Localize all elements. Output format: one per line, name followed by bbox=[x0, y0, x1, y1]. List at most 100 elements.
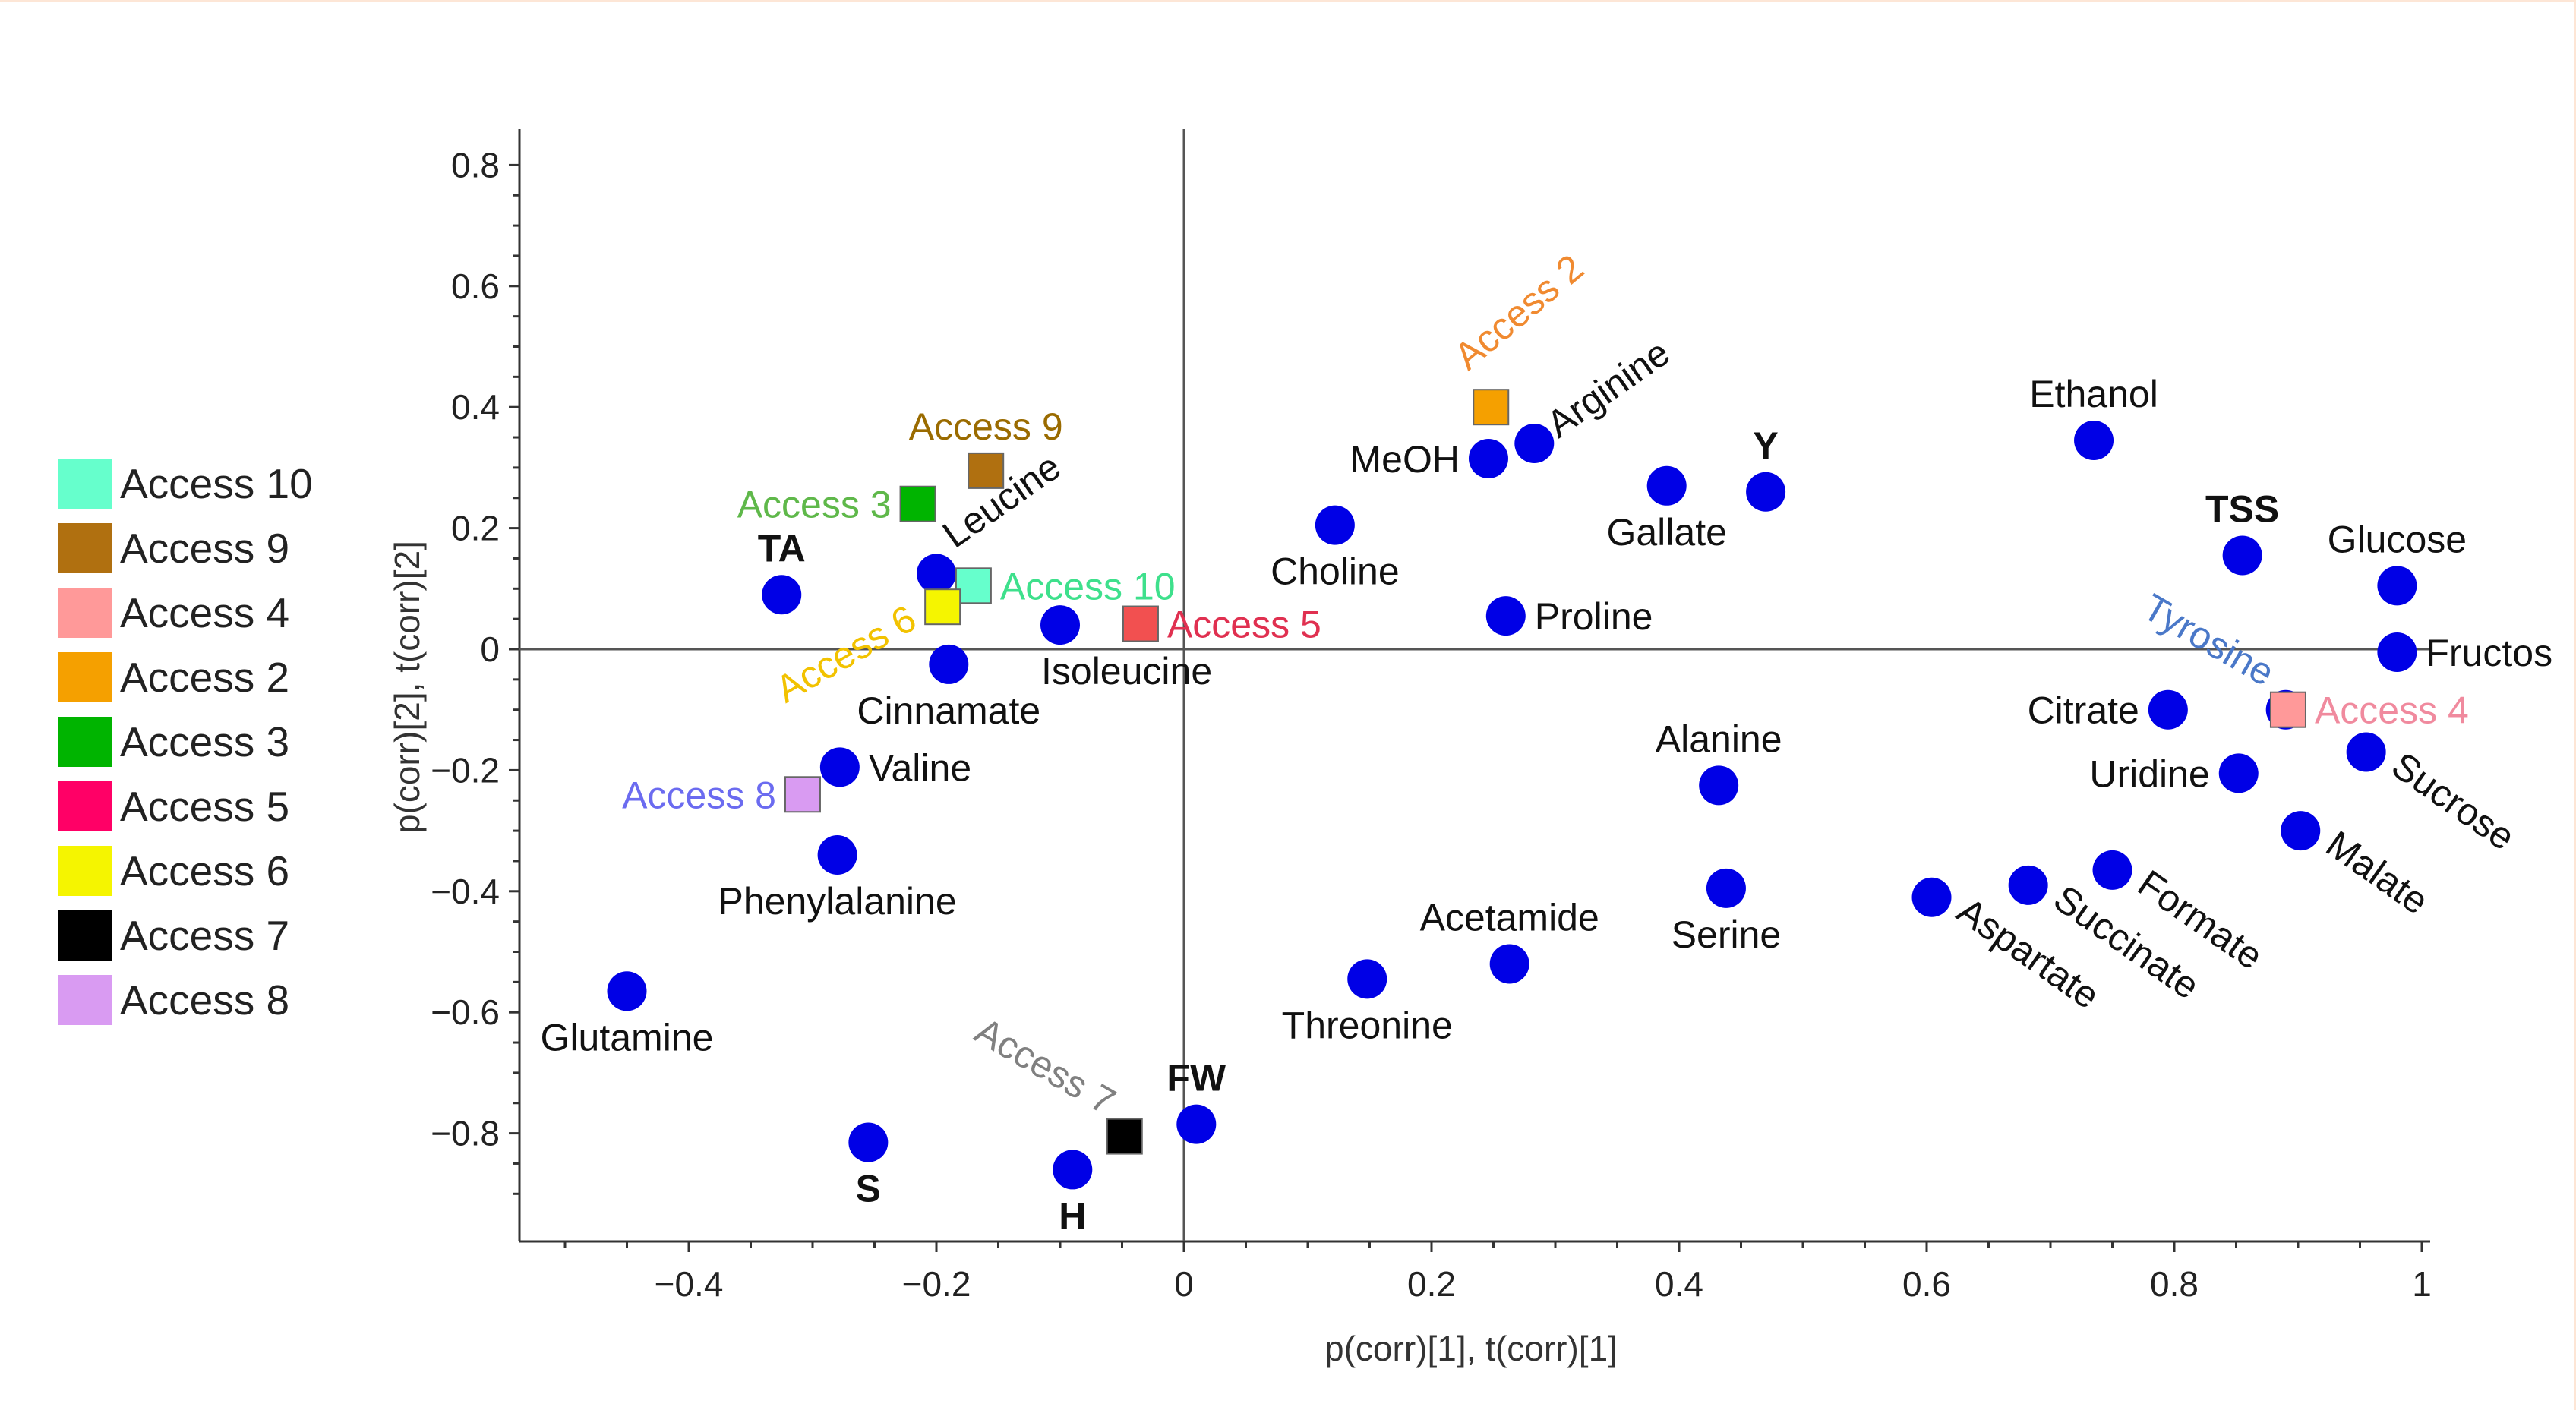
variable-point bbox=[2092, 850, 2132, 890]
observation-marker bbox=[1106, 1118, 1143, 1155]
variable-label: Fructos bbox=[2426, 632, 2552, 674]
variable-label: Gallate bbox=[1606, 511, 1726, 554]
y-axis-title: p(corr)[2], t(corr)[2] bbox=[387, 541, 427, 834]
y-tick-label: 0.4 bbox=[451, 387, 500, 427]
variable-point bbox=[607, 971, 647, 1011]
x-tick-label: 0.8 bbox=[2150, 1264, 2199, 1304]
variable-point bbox=[1699, 765, 1739, 806]
variable-label: Uridine bbox=[2089, 752, 2209, 795]
observation-label: Access 3 bbox=[737, 484, 892, 526]
variable-label: S bbox=[856, 1168, 881, 1210]
variable-label: Malate bbox=[2319, 822, 2436, 923]
variable-point bbox=[2346, 732, 2386, 772]
legend-swatch bbox=[58, 975, 112, 1025]
observation-marker bbox=[968, 452, 1005, 489]
variable-label: Serine bbox=[1672, 913, 1782, 956]
x-tick-label: 0.2 bbox=[1407, 1264, 1456, 1304]
variable-label: MeOH bbox=[1350, 438, 1460, 481]
legend-label: Access 10 bbox=[120, 460, 313, 507]
variable-label: Choline bbox=[1271, 550, 1400, 593]
legend-label: Access 2 bbox=[120, 654, 290, 701]
legend-label: Access 4 bbox=[120, 589, 290, 636]
legend-label: Access 9 bbox=[120, 525, 290, 572]
legend-swatch bbox=[58, 910, 112, 961]
x-tick-label: 1 bbox=[2412, 1264, 2432, 1304]
observation-marker bbox=[1122, 605, 1159, 642]
variable-point bbox=[2218, 753, 2259, 793]
y-tick-label: 0 bbox=[480, 629, 500, 669]
variable-point bbox=[2222, 535, 2262, 576]
variable-label: Valine bbox=[869, 746, 971, 789]
observation-marker bbox=[1473, 389, 1510, 426]
variable-point bbox=[2074, 421, 2114, 461]
legend-label: Access 5 bbox=[120, 783, 290, 830]
y-tick-label: −0.8 bbox=[431, 1114, 500, 1153]
variable-label: Citrate bbox=[2028, 689, 2139, 732]
variable-point bbox=[1514, 424, 1555, 464]
point-labels: TA LeucineCinnamateIsoleucineValinePhenyl… bbox=[541, 246, 2553, 1237]
variable-point bbox=[2377, 632, 2417, 672]
y-tick-label: −0.4 bbox=[431, 872, 500, 911]
variable-label: Threonine bbox=[1282, 1004, 1453, 1046]
variable-point bbox=[2281, 811, 2321, 851]
variable-point bbox=[1468, 438, 1508, 478]
legend-swatch bbox=[58, 459, 112, 509]
variable-point bbox=[1911, 877, 1952, 917]
variable-label: Ethanol bbox=[2029, 373, 2158, 415]
observation-label: Access 8 bbox=[622, 774, 776, 816]
legend-swatch bbox=[58, 523, 112, 573]
variable-label: Cinnamate bbox=[857, 689, 1040, 732]
legend-label: Access 7 bbox=[120, 912, 290, 959]
y-tick-label: −0.2 bbox=[431, 750, 500, 790]
variable-point bbox=[848, 1122, 889, 1162]
variable-point bbox=[1489, 944, 1530, 984]
legend-label: Access 3 bbox=[120, 718, 290, 765]
x-tick-label: 0.4 bbox=[1655, 1264, 1703, 1304]
variable-label: Glutamine bbox=[541, 1016, 714, 1058]
legend-label: Access 6 bbox=[120, 847, 290, 894]
x-tick-label: −0.4 bbox=[655, 1264, 724, 1304]
legend-swatch bbox=[58, 588, 112, 638]
observation-label: Access 7 bbox=[968, 1009, 1123, 1123]
observation-marker bbox=[955, 567, 992, 604]
variable-point bbox=[2377, 566, 2417, 606]
variable-point bbox=[1706, 868, 1746, 908]
observation-label: Access 10 bbox=[1000, 565, 1176, 607]
variable-point bbox=[1315, 505, 1355, 545]
legend-swatch bbox=[58, 846, 112, 896]
x-axis-title: p(corr)[1], t(corr)[1] bbox=[1324, 1329, 1618, 1368]
plot-marks bbox=[607, 389, 2417, 1190]
legend-swatch bbox=[58, 717, 112, 767]
observation-marker bbox=[924, 588, 961, 626]
x-tick-label: 0.6 bbox=[1902, 1264, 1951, 1304]
variable-point bbox=[2148, 689, 2188, 730]
variable-label: Arginine bbox=[1539, 331, 1677, 446]
variable-point bbox=[1485, 596, 1526, 636]
legend-swatch bbox=[58, 652, 112, 702]
variable-point bbox=[929, 644, 969, 684]
variable-point bbox=[817, 834, 857, 875]
variable-label: Acetamide bbox=[1420, 896, 1599, 938]
variable-label: TA bbox=[758, 527, 806, 569]
legend-label: Access 8 bbox=[120, 976, 290, 1024]
variable-point bbox=[1176, 1104, 1217, 1144]
x-tick-label: 0 bbox=[1174, 1264, 1194, 1304]
reference-lines bbox=[519, 129, 2430, 1241]
variable-label: Phenylalanine bbox=[718, 880, 957, 923]
variable-label: Sucrose bbox=[2384, 744, 2522, 859]
variable-label: TSS bbox=[2205, 487, 2279, 530]
observation-marker bbox=[784, 776, 821, 813]
y-tick-label: 0.6 bbox=[451, 267, 500, 306]
observation-label: Access 5 bbox=[1167, 604, 1321, 646]
observation-marker bbox=[899, 485, 936, 522]
variable-label: Proline bbox=[1535, 595, 1653, 638]
variable-point bbox=[1053, 1150, 1093, 1190]
variable-label: Glucose bbox=[2328, 518, 2467, 560]
observation-label: Access 4 bbox=[2315, 689, 2469, 732]
variable-label: Isoleucine bbox=[1041, 650, 1212, 692]
observation-label: Access 9 bbox=[909, 405, 1063, 448]
variable-point bbox=[1347, 959, 1387, 999]
legend-swatch bbox=[58, 781, 112, 831]
